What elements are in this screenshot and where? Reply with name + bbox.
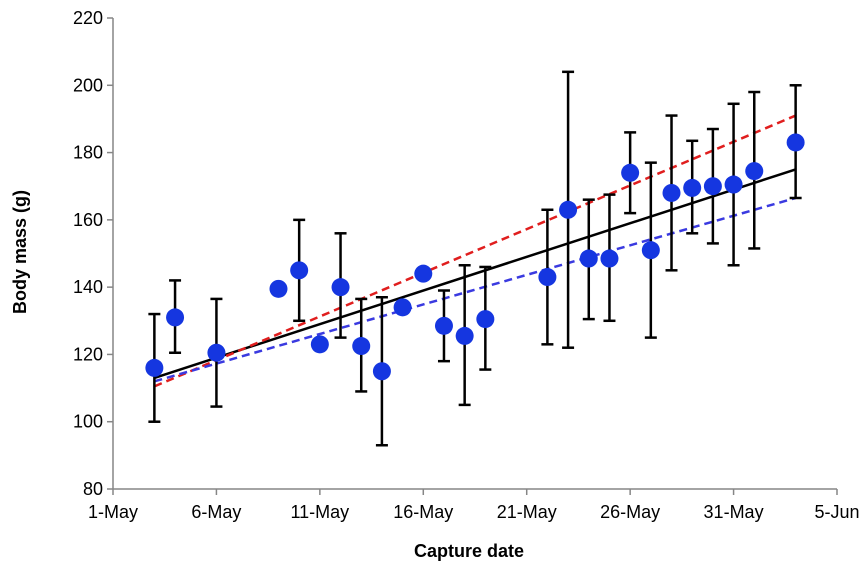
trend-lines: [153, 114, 797, 388]
data-point: [310, 335, 329, 354]
y-tick-label: 140: [73, 277, 103, 297]
x-axis-ticks: 1-May 6-May 11-May 16-May 21-May 26-May 31-May…: [88, 489, 860, 522]
data-point: [207, 343, 226, 362]
data-point: [745, 162, 764, 181]
data-point: [662, 183, 681, 202]
error-bars: [148, 70, 802, 447]
y-tick-label: 160: [73, 210, 103, 230]
x-tick-label: 26-May: [600, 502, 660, 522]
y-axis-ticks: 80 100 120 140 160 180 200 220: [73, 8, 113, 499]
x-tick-label: 16-May: [393, 502, 453, 522]
data-point: [455, 326, 474, 345]
data-point: [786, 133, 805, 152]
data-points: [145, 133, 805, 381]
trend-line-solid: [153, 168, 797, 380]
y-tick-label: 180: [73, 143, 103, 163]
data-point: [166, 308, 185, 327]
x-tick-label: 11-May: [291, 502, 350, 522]
data-point: [621, 163, 640, 182]
data-point: [476, 310, 495, 329]
x-tick-label: 1-May: [88, 502, 138, 522]
data-point: [393, 298, 412, 317]
y-axis-title: Body mass (g): [10, 190, 30, 314]
data-point: [290, 261, 309, 280]
data-point: [641, 241, 660, 260]
y-tick-label: 80: [83, 479, 103, 499]
trend-line-dashed: [154, 196, 796, 383]
x-tick-label: 5-Jun: [814, 502, 859, 522]
x-axis-title: Capture date: [414, 541, 524, 561]
data-point: [579, 249, 598, 268]
data-point: [538, 268, 557, 287]
data-point: [372, 362, 391, 381]
data-point: [724, 175, 743, 194]
x-tick-label: 31-May: [704, 502, 764, 522]
data-point: [434, 316, 453, 335]
data-point: [331, 278, 350, 297]
data-point: [352, 337, 371, 356]
data-point: [600, 249, 619, 268]
data-point: [703, 177, 722, 196]
y-tick-label: 100: [73, 412, 103, 432]
y-tick-label: 120: [73, 344, 103, 364]
data-point: [269, 279, 288, 298]
data-point: [145, 358, 164, 377]
data-point: [683, 178, 702, 197]
y-tick-label: 200: [73, 75, 103, 95]
data-point: [559, 200, 578, 219]
x-tick-label: 6-May: [191, 502, 241, 522]
data-point: [414, 264, 433, 283]
axes: [112, 18, 837, 490]
x-tick-label: 21-May: [497, 502, 557, 522]
trend-line-dashed: [153, 114, 797, 388]
y-tick-label: 220: [73, 8, 103, 28]
